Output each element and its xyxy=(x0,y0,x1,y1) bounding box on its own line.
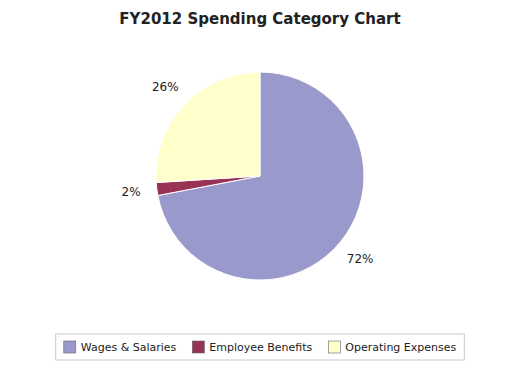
legend-item: Employee Benefits xyxy=(192,341,312,354)
title: FY2012 Spending Category Chart xyxy=(119,10,400,28)
legend-label: Wages & Salaries xyxy=(81,341,177,354)
data-label: 2% xyxy=(122,185,141,199)
data-label: 72% xyxy=(347,252,374,266)
legend-item: Wages & Salaries xyxy=(64,341,177,354)
legend-label: Operating Expenses xyxy=(345,341,456,354)
chart: FY2012 Spending Category Chart 72% 2% 26% Wa… xyxy=(0,0,520,373)
legend-item: Operating Expenses xyxy=(328,341,456,354)
legend-label: Employee Benefits xyxy=(209,341,312,354)
data-label: 26% xyxy=(152,80,179,94)
slices xyxy=(156,72,364,280)
legend-frame xyxy=(56,334,464,360)
legend-swatch xyxy=(192,341,204,353)
legend: Wages & Salaries Employee Benefits Operati… xyxy=(56,334,464,360)
legend-swatch xyxy=(64,341,76,353)
legend-swatch xyxy=(328,341,340,353)
